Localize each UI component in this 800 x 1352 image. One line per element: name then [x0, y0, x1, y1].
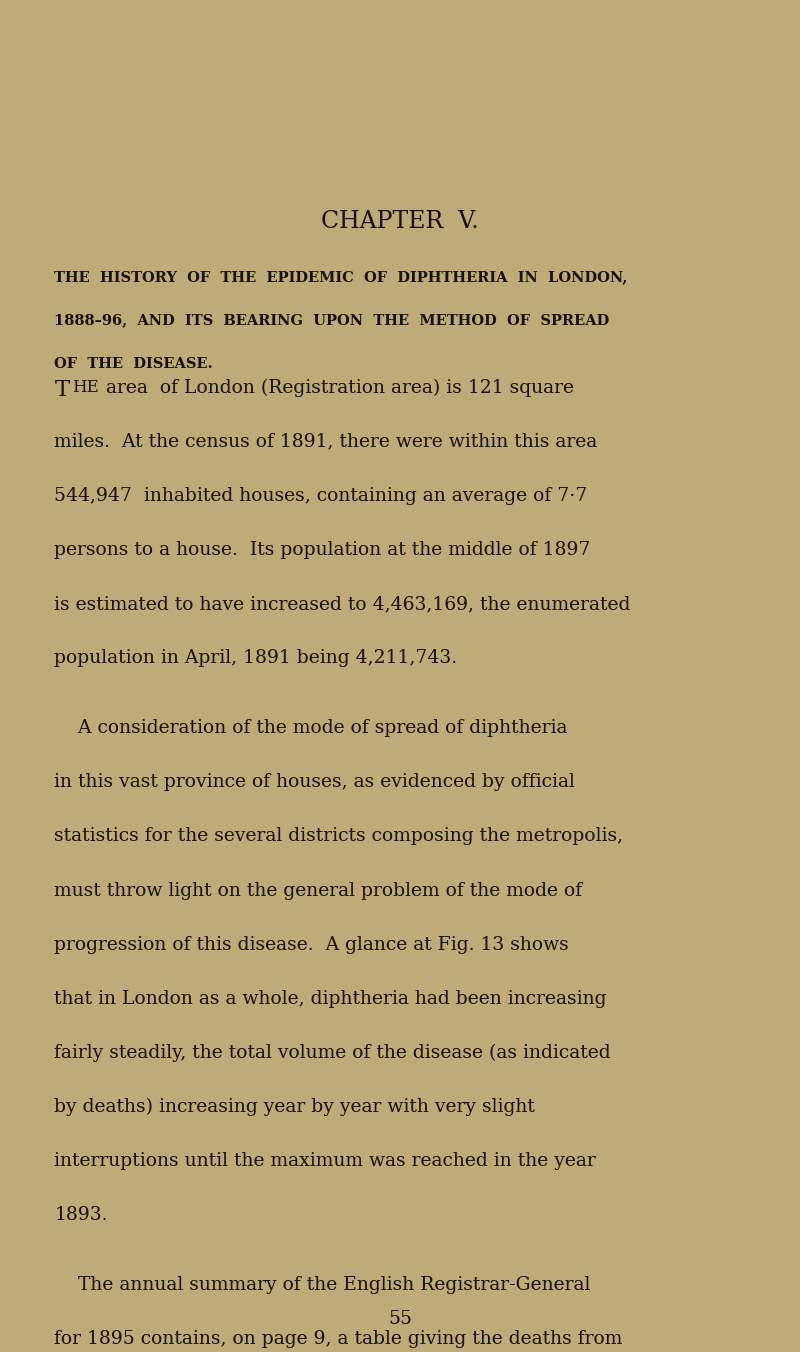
Text: fairly steadily, the total volume of the disease (as indicated: fairly steadily, the total volume of the…: [54, 1044, 611, 1061]
Text: area  of London (Registration area) is 121 square: area of London (Registration area) is 12…: [100, 379, 574, 396]
Text: in this vast province of houses, as evidenced by official: in this vast province of houses, as evid…: [54, 773, 575, 791]
Text: HE: HE: [72, 379, 99, 396]
Text: for 1895 contains, on page 9, a table giving the deaths from: for 1895 contains, on page 9, a table gi…: [54, 1330, 622, 1348]
Text: A consideration of the mode of spread of diphtheria: A consideration of the mode of spread of…: [54, 719, 568, 737]
Text: 1888–96,  AND  ITS  BEARING  UPON  THE  METHOD  OF  SPREAD: 1888–96, AND ITS BEARING UPON THE METHOD…: [54, 314, 610, 327]
Text: persons to a house.  Its population at the middle of 1897: persons to a house. Its population at th…: [54, 541, 590, 558]
Text: The annual summary of the English Registrar-General: The annual summary of the English Regist…: [54, 1276, 590, 1294]
Text: CHAPTER  V.: CHAPTER V.: [321, 210, 479, 233]
Text: THE  HISTORY  OF  THE  EPIDEMIC  OF  DIPHTHERIA  IN  LONDON,: THE HISTORY OF THE EPIDEMIC OF DIPHTHERI…: [54, 270, 628, 284]
Text: by deaths) increasing year by year with very slight: by deaths) increasing year by year with …: [54, 1098, 535, 1115]
Text: 55: 55: [388, 1310, 412, 1328]
Text: OF  THE  DISEASE.: OF THE DISEASE.: [54, 357, 213, 370]
Text: must throw light on the general problem of the mode of: must throw light on the general problem …: [54, 882, 582, 899]
Text: is estimated to have increased to 4,463,169, the enumerated: is estimated to have increased to 4,463,…: [54, 595, 630, 612]
Text: statistics for the several districts composing the metropolis,: statistics for the several districts com…: [54, 827, 623, 845]
Text: population in April, 1891 being 4,211,743.: population in April, 1891 being 4,211,74…: [54, 649, 458, 667]
Text: T: T: [54, 379, 70, 400]
Text: progression of this disease.  A glance at Fig. 13 shows: progression of this disease. A glance at…: [54, 936, 569, 953]
Text: interruptions until the maximum was reached in the year: interruptions until the maximum was reac…: [54, 1152, 596, 1169]
Text: 1893.: 1893.: [54, 1206, 108, 1224]
Text: miles.  At the census of 1891, there were within this area: miles. At the census of 1891, there were…: [54, 433, 598, 450]
Text: that in London as a whole, diphtheria had been increasing: that in London as a whole, diphtheria ha…: [54, 990, 607, 1007]
Text: 544,947  inhabited houses, containing an average of 7·7: 544,947 inhabited houses, containing an …: [54, 487, 588, 504]
